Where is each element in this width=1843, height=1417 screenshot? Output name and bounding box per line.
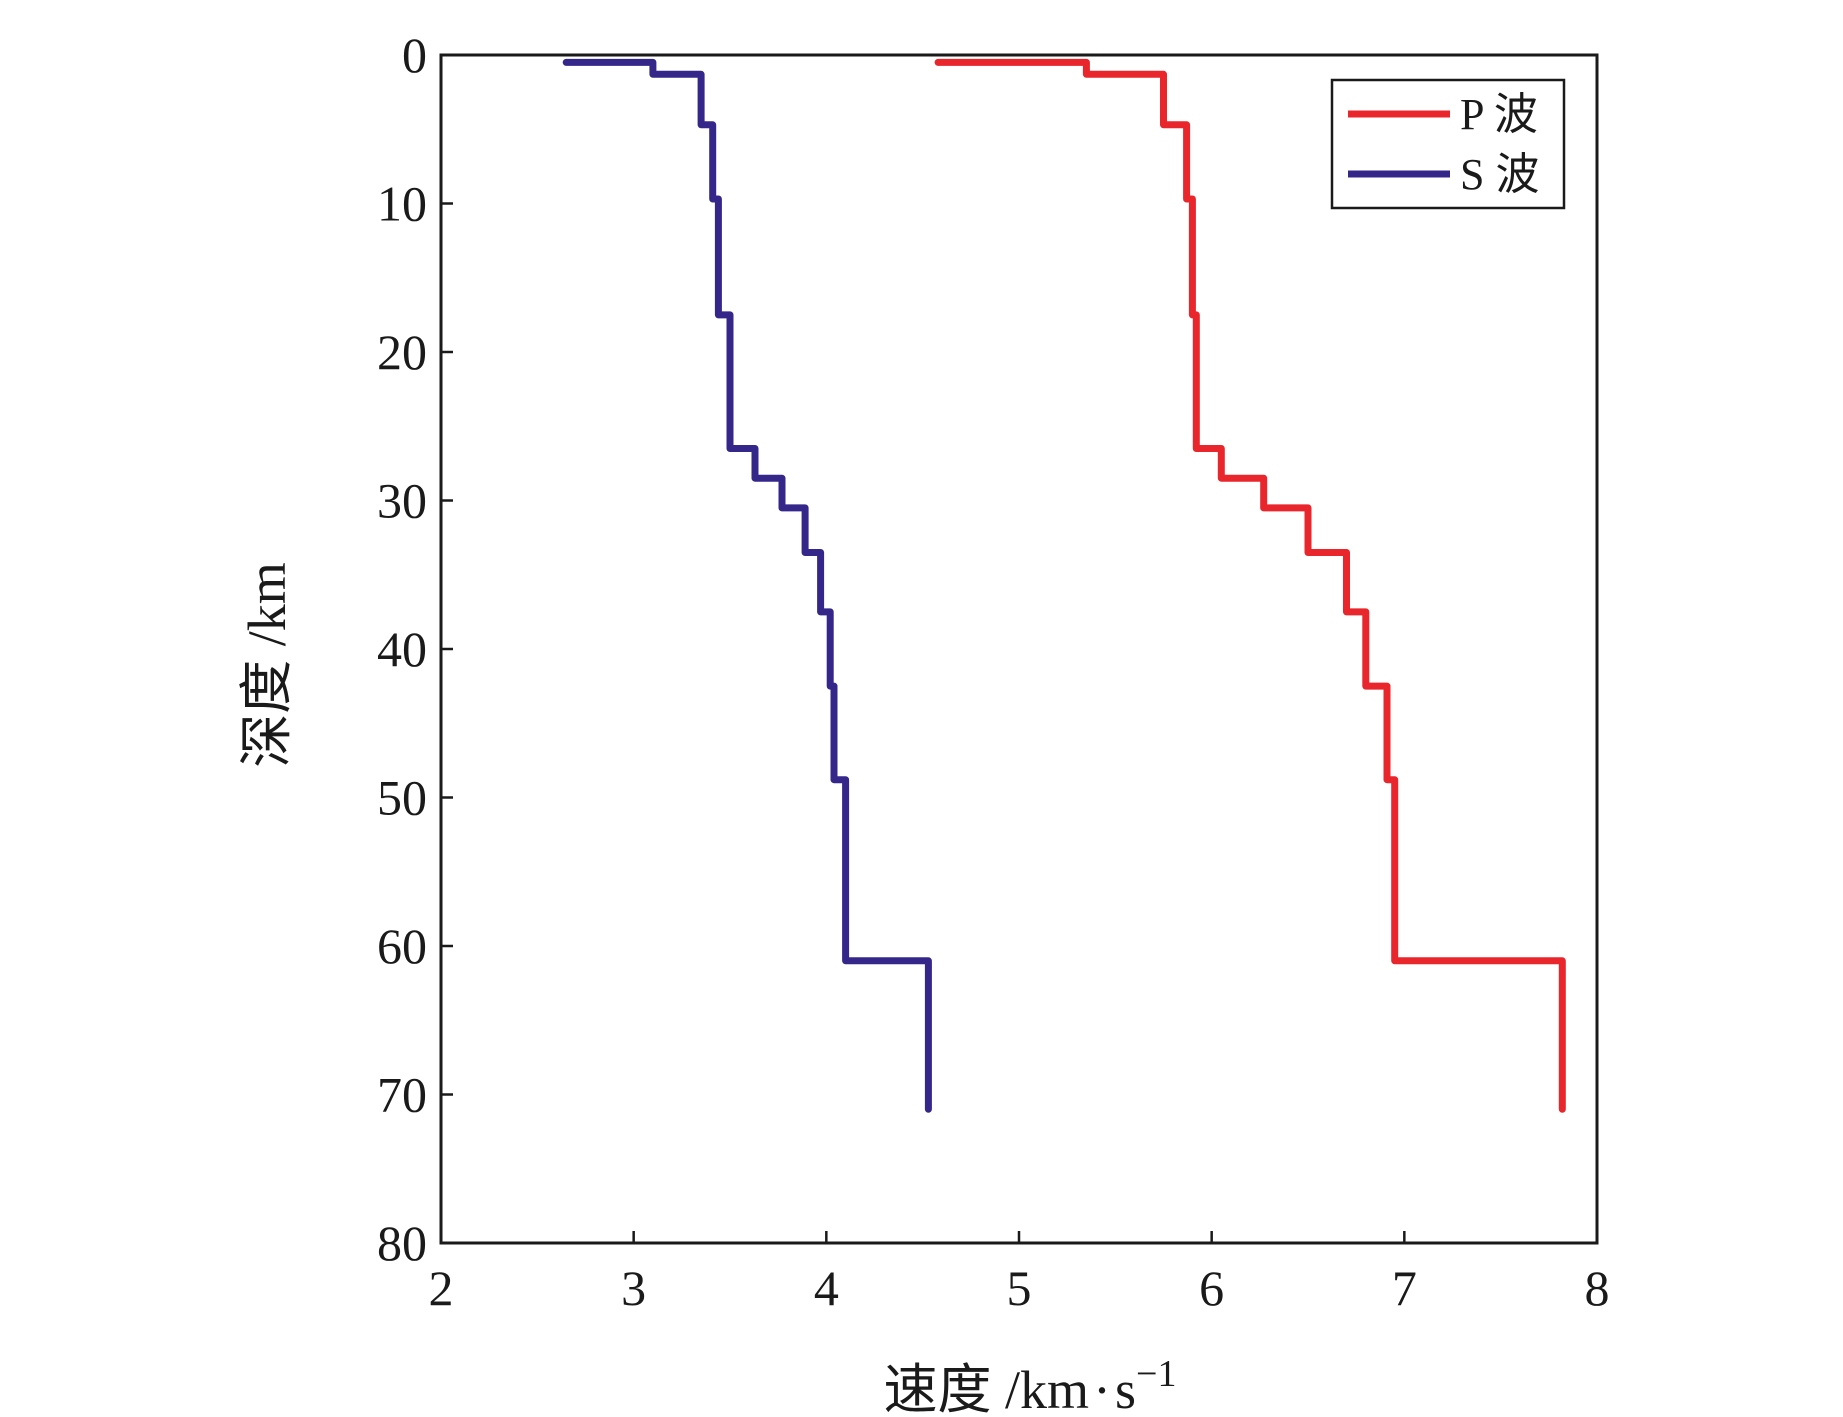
series-line-p-wave (934, 58, 1566, 1113)
legend: P 波 S 波 (1330, 78, 1566, 210)
x-tick-label: 2 (429, 1260, 454, 1316)
x-tick-label: 3 (621, 1260, 646, 1316)
y-axis-ticks: 0 10 20 30 40 50 60 70 80 (377, 27, 453, 1271)
y-tick-label: 80 (377, 1215, 427, 1271)
series-line-s-wave (562, 58, 932, 1113)
legend-box (1330, 78, 1566, 210)
y-axis-label: 深度 /km (237, 562, 297, 768)
x-axis-label: 速度 /km·s−1 (884, 1353, 1177, 1417)
legend-label-p: P 波 (1460, 90, 1538, 139)
x-tick-label: 5 (1007, 1260, 1032, 1316)
plot-frame (439, 53, 1599, 1245)
y-tick-label: 30 (377, 473, 427, 529)
series-layer (562, 58, 1566, 1113)
x-tick-label: 8 (1585, 1260, 1610, 1316)
y-tick-label: 50 (377, 770, 427, 826)
y-tick-label: 20 (377, 324, 427, 380)
legend-label-s: S 波 (1460, 150, 1539, 199)
x-tick-label: 7 (1392, 1260, 1417, 1316)
x-axis-ticks: 2 3 4 5 6 7 8 (429, 1231, 1610, 1316)
x-tick-label: 6 (1199, 1260, 1224, 1316)
y-tick-label: 40 (377, 621, 427, 677)
y-tick-label: 0 (402, 27, 427, 83)
y-tick-label: 60 (377, 918, 427, 974)
y-tick-label: 10 (377, 176, 427, 232)
y-tick-label: 70 (377, 1067, 427, 1123)
x-tick-label: 4 (814, 1260, 839, 1316)
